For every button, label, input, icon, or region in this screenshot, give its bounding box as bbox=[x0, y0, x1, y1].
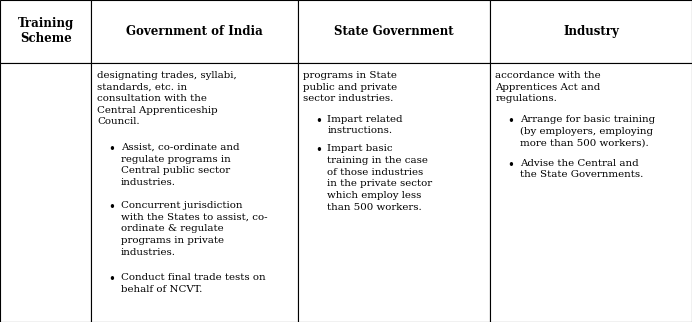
Text: •: • bbox=[507, 158, 514, 172]
Text: •: • bbox=[109, 201, 116, 214]
Text: programs in State
public and private
sector industries.: programs in State public and private sec… bbox=[303, 71, 397, 103]
Text: Industry: Industry bbox=[563, 25, 619, 38]
Text: •: • bbox=[109, 273, 116, 286]
Text: •: • bbox=[109, 143, 116, 156]
Bar bbox=[91, 0, 298, 63]
Text: Impart related
instructions.: Impart related instructions. bbox=[327, 115, 403, 135]
Text: •: • bbox=[315, 115, 322, 128]
Text: Advise the Central and
the State Governments.: Advise the Central and the State Governm… bbox=[520, 158, 643, 179]
Bar bbox=[91, 63, 298, 322]
Bar bbox=[0, 0, 91, 63]
Text: designating trades, syllabi,
standards, etc. in
consultation with the
Central Ap: designating trades, syllabi, standards, … bbox=[97, 71, 237, 127]
Text: Impart basic
training in the case
of those industries
in the private sector
whic: Impart basic training in the case of tho… bbox=[327, 144, 432, 212]
Text: Assist, co-ordinate and
regulate programs in
Central public sector
industries.: Assist, co-ordinate and regulate program… bbox=[121, 143, 239, 187]
Text: accordance with the
Apprentices Act and
regulations.: accordance with the Apprentices Act and … bbox=[495, 71, 601, 103]
Text: Conduct final trade tests on
behalf of NCVT.: Conduct final trade tests on behalf of N… bbox=[121, 273, 266, 294]
Text: •: • bbox=[507, 115, 514, 128]
Text: Concurrent jurisdiction
with the States to assist, co-
ordinate & regulate
progr: Concurrent jurisdiction with the States … bbox=[121, 201, 268, 257]
Text: Arrange for basic training
(by employers, employing
more than 500 workers).: Arrange for basic training (by employers… bbox=[520, 115, 655, 147]
Bar bbox=[490, 0, 692, 63]
Bar bbox=[0, 63, 91, 322]
Text: State Government: State Government bbox=[334, 25, 453, 38]
Bar bbox=[298, 0, 490, 63]
Text: Government of India: Government of India bbox=[126, 25, 263, 38]
Bar bbox=[490, 63, 692, 322]
Bar bbox=[298, 63, 490, 322]
Text: Training
Scheme: Training Scheme bbox=[17, 17, 74, 45]
Text: •: • bbox=[315, 144, 322, 157]
